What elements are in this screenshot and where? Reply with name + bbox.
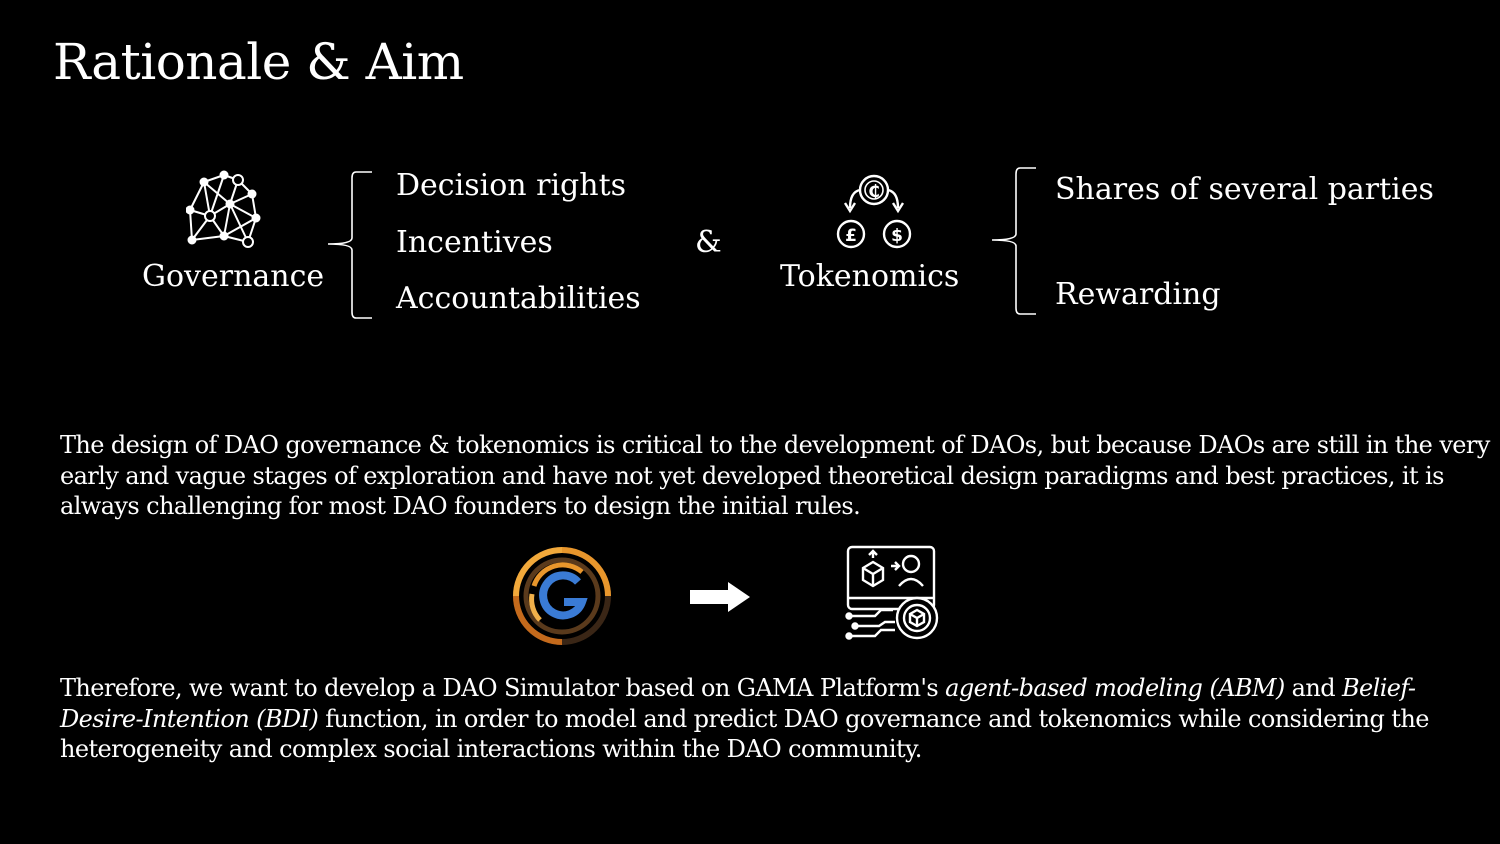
governance-item-incentives: Incentives [396, 225, 553, 260]
tokenomics-label: Tokenomics [780, 259, 960, 294]
arrow-right-icon [690, 582, 750, 612]
svg-text:£: £ [845, 226, 857, 246]
tokenomics-item-rewarding: Rewarding [1055, 277, 1221, 312]
paragraph-aim: Therefore, we want to develop a DAO Simu… [60, 673, 1495, 765]
paragraph-aim-abm: agent-based modeling (ABM) [945, 674, 1285, 702]
ampersand-connector: & [695, 225, 722, 260]
paragraph-aim-bdi: Belief-Desire-Intention (BDI) [60, 674, 1416, 733]
right-brace [990, 166, 1040, 316]
left-brace [326, 170, 376, 320]
svg-text:₵: ₵ [868, 182, 880, 202]
paragraph-aim-part-3: function, in order to model and predict … [60, 704, 1429, 764]
paragraph-aim-part-1: Therefore, we want to develop a DAO Simu… [60, 674, 946, 702]
governance-item-decision-rights: Decision rights [396, 168, 627, 203]
page-title: Rationale & Aim [53, 33, 464, 91]
governance-label: Governance [142, 259, 325, 294]
currency-exchange-icon: ₵ £ $ [834, 170, 916, 250]
svg-text:$: $ [891, 226, 903, 246]
gama-logo-icon [512, 546, 612, 646]
network-icon [186, 170, 262, 250]
governance-item-accountabilities: Accountabilities [396, 281, 641, 316]
simulator-icon [845, 544, 945, 644]
paragraph-problem: The design of DAO governance & tokenomic… [60, 431, 1490, 520]
tokenomics-item-shares: Shares of several parties [1055, 172, 1434, 207]
paragraph-aim-part-2: and [1284, 674, 1343, 702]
